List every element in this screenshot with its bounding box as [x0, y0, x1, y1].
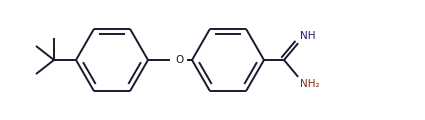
Text: NH₂: NH₂: [300, 79, 320, 89]
Text: O: O: [176, 55, 184, 65]
Text: NH: NH: [300, 31, 316, 41]
